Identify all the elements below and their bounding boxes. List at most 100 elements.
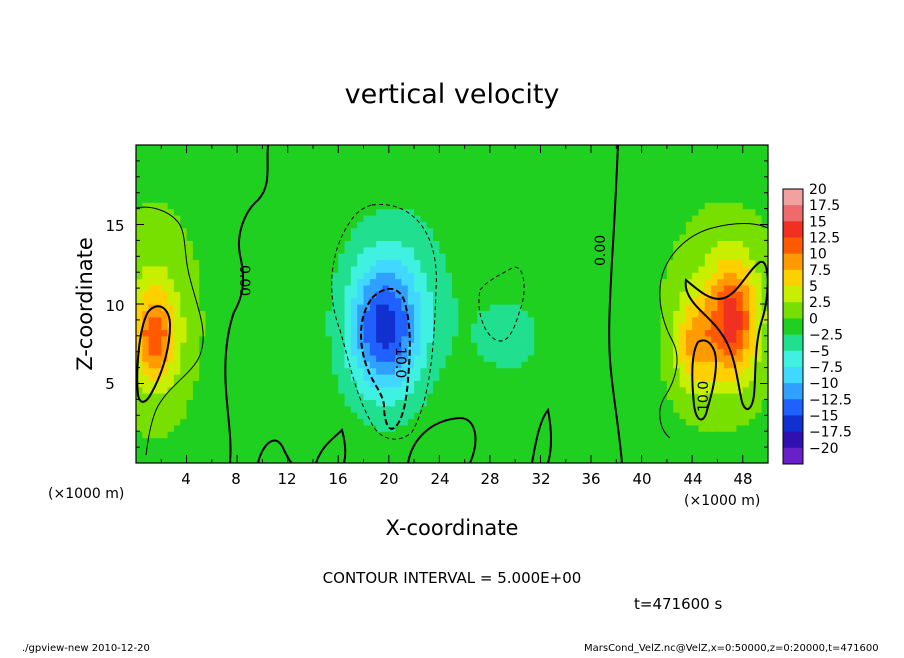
field-cell — [647, 405, 655, 413]
field-cell — [610, 405, 617, 413]
field-cell — [218, 145, 226, 152]
field-cell — [597, 202, 605, 210]
field-cell — [483, 176, 491, 184]
field-cell — [521, 176, 529, 184]
field-cell — [344, 386, 352, 394]
field-cell — [306, 253, 314, 261]
field-cell — [458, 157, 466, 165]
field-cell — [312, 246, 320, 254]
field-cell — [142, 214, 150, 222]
field-cell — [306, 170, 314, 178]
field-cell — [742, 386, 750, 394]
field-cell — [723, 431, 731, 439]
field-cell — [660, 246, 668, 254]
field-cell — [426, 272, 434, 280]
field-cell — [256, 373, 263, 381]
field-cell — [186, 253, 194, 261]
field-cell — [344, 380, 352, 388]
field-cell — [616, 170, 624, 178]
field-cell — [540, 399, 548, 407]
field-cell — [742, 456, 750, 463]
field-cell — [306, 361, 314, 369]
field-cell — [420, 373, 428, 381]
field-cell — [192, 202, 200, 210]
field-cell — [243, 284, 251, 292]
field-cell — [496, 329, 504, 337]
field-cell — [458, 316, 466, 324]
field-cell — [287, 405, 295, 413]
field-cell — [420, 234, 428, 241]
field-cell — [496, 361, 504, 369]
field-cell — [294, 399, 301, 407]
field-cell — [439, 367, 447, 375]
field-cell — [477, 386, 485, 394]
field-cell — [742, 431, 750, 439]
field-cell — [749, 437, 756, 445]
field-cell — [300, 304, 308, 311]
field-cell — [717, 157, 725, 165]
field-cell — [578, 157, 586, 165]
field-cell — [445, 227, 453, 235]
field-cell — [458, 189, 466, 197]
field-cell — [489, 145, 497, 152]
field-cell — [382, 157, 390, 165]
field-cell — [344, 437, 352, 445]
field-cell — [660, 291, 668, 299]
field-cell — [527, 342, 535, 350]
field-cell — [622, 329, 630, 337]
field-cell — [142, 284, 150, 292]
field-cell — [338, 424, 346, 432]
field-cell — [723, 164, 731, 172]
field-cell — [679, 450, 687, 458]
field-cell — [502, 145, 510, 152]
field-cell — [572, 234, 579, 241]
field-cell — [363, 259, 371, 267]
field-cell — [167, 176, 175, 184]
field-cell — [142, 202, 150, 210]
field-cell — [496, 278, 504, 286]
field-cell — [433, 259, 440, 267]
field-cell — [205, 259, 213, 267]
field-cell — [654, 431, 662, 439]
field-cell — [572, 361, 579, 369]
field-cell — [730, 234, 737, 241]
field-cell — [325, 291, 333, 299]
field-cell — [224, 208, 232, 216]
field-cell — [388, 145, 396, 152]
field-cell — [452, 195, 459, 203]
field-cell — [692, 361, 700, 369]
field-cell — [502, 195, 510, 203]
field-cell — [666, 393, 674, 400]
field-cell — [527, 405, 535, 413]
field-cell — [591, 335, 598, 343]
field-cell — [477, 202, 485, 210]
field-cell — [452, 221, 459, 229]
field-cell — [357, 195, 365, 203]
field-cell — [268, 246, 276, 254]
field-cell — [186, 183, 194, 191]
field-cell — [325, 310, 333, 318]
field-cell — [363, 342, 371, 350]
field-cell — [243, 291, 251, 299]
field-cell — [445, 342, 453, 350]
field-cell — [660, 253, 668, 261]
field-cell — [527, 208, 535, 216]
field-cell — [388, 412, 396, 420]
field-cell — [647, 170, 655, 178]
field-cell — [616, 348, 624, 356]
field-cell — [610, 297, 617, 305]
field-cell — [527, 183, 535, 191]
field-cell — [483, 393, 491, 400]
field-cell — [433, 272, 440, 280]
field-cell — [439, 278, 447, 286]
field-cell — [300, 253, 308, 261]
field-cell — [243, 176, 251, 184]
field-cell — [584, 393, 592, 400]
field-cell — [426, 412, 434, 420]
field-cell — [698, 291, 706, 299]
field-cell — [243, 240, 251, 248]
field-cell — [749, 393, 756, 400]
field-cell — [673, 456, 681, 463]
field-cell — [477, 164, 485, 172]
field-cell — [742, 437, 750, 445]
